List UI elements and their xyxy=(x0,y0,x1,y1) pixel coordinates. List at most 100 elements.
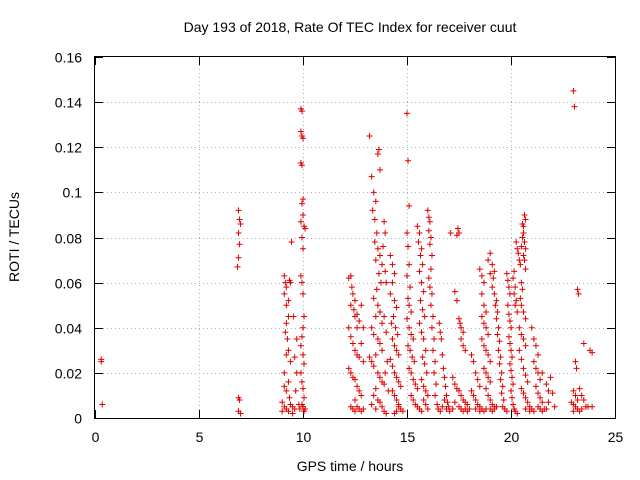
data-point xyxy=(517,295,524,302)
data-point xyxy=(505,333,512,340)
data-point xyxy=(360,405,367,412)
data-point xyxy=(458,336,465,343)
data-point xyxy=(505,311,512,318)
data-point xyxy=(412,381,419,388)
data-point xyxy=(285,408,292,415)
data-point xyxy=(370,392,377,399)
data-point xyxy=(393,408,400,415)
data-point xyxy=(478,313,485,320)
data-point xyxy=(427,302,434,309)
data-point xyxy=(504,277,511,284)
data-point xyxy=(449,405,456,412)
data-point xyxy=(532,342,539,349)
data-point xyxy=(301,408,308,415)
data-point xyxy=(456,229,462,236)
data-point xyxy=(285,347,292,354)
data-point xyxy=(433,381,440,388)
data-point xyxy=(301,313,308,320)
data-point xyxy=(368,358,375,365)
data-point xyxy=(348,284,355,291)
x-tick-label: 5 xyxy=(196,429,204,445)
data-point xyxy=(360,358,367,365)
data-point xyxy=(301,394,308,401)
data-point xyxy=(387,290,394,297)
data-point xyxy=(508,367,514,374)
data-point xyxy=(580,396,587,403)
data-point xyxy=(372,385,379,392)
data-point xyxy=(297,369,304,376)
data-point xyxy=(437,329,444,336)
data-point xyxy=(535,390,542,397)
data-point xyxy=(524,399,531,406)
data-point xyxy=(537,394,544,401)
data-point xyxy=(279,408,286,415)
data-point xyxy=(281,290,288,297)
data-point xyxy=(422,347,429,354)
data-point xyxy=(468,351,475,358)
data-point xyxy=(284,336,291,343)
data-point xyxy=(494,308,501,315)
data-point xyxy=(506,317,513,324)
data-point xyxy=(478,290,485,297)
data-point xyxy=(300,135,306,142)
data-point xyxy=(454,225,461,232)
data-point xyxy=(376,399,383,406)
data-point xyxy=(389,261,396,268)
data-point xyxy=(510,381,517,388)
data-point xyxy=(372,313,379,320)
data-point xyxy=(235,229,242,236)
data-point xyxy=(281,383,288,390)
data-point xyxy=(516,347,523,354)
data-point xyxy=(399,408,406,415)
data-point xyxy=(453,297,460,304)
data-point xyxy=(522,266,529,273)
data-point xyxy=(411,358,418,365)
data-point xyxy=(374,302,381,309)
data-point xyxy=(391,392,398,399)
data-point xyxy=(419,354,426,361)
x-tick-label: 15 xyxy=(400,429,416,445)
data-point xyxy=(515,250,522,257)
data-point xyxy=(530,336,537,343)
data-point xyxy=(368,401,375,408)
data-point xyxy=(485,351,492,358)
data-point xyxy=(408,392,415,399)
data-point xyxy=(356,354,363,361)
data-point xyxy=(443,405,450,412)
data-point xyxy=(506,360,513,367)
data-point xyxy=(580,340,587,347)
data-point xyxy=(383,410,390,417)
data-point xyxy=(382,369,389,376)
data-point xyxy=(387,356,394,363)
data-point xyxy=(407,347,414,354)
data-point xyxy=(530,358,537,365)
data-point xyxy=(393,396,400,403)
data-point xyxy=(298,333,305,340)
data-point xyxy=(497,354,504,361)
data-point xyxy=(382,268,389,275)
data-point xyxy=(460,329,467,336)
data-point xyxy=(347,333,354,340)
data-point xyxy=(576,385,583,392)
data-point xyxy=(578,392,585,399)
data-point xyxy=(395,378,402,385)
data-point xyxy=(298,234,305,241)
data-point xyxy=(500,396,507,403)
data-point xyxy=(418,408,425,415)
data-point xyxy=(428,290,435,297)
data-point xyxy=(298,162,305,169)
data-point xyxy=(570,87,577,94)
data-point xyxy=(374,369,381,376)
data-point xyxy=(524,378,531,385)
y-axis-label: ROTI / TECUs xyxy=(6,192,22,282)
data-point xyxy=(285,313,292,320)
data-point xyxy=(547,374,554,381)
data-point xyxy=(393,304,400,311)
data-point xyxy=(235,254,242,261)
data-point xyxy=(449,374,456,381)
data-point xyxy=(283,302,290,309)
data-point xyxy=(543,381,550,388)
data-point xyxy=(366,132,373,139)
data-point xyxy=(404,272,410,279)
